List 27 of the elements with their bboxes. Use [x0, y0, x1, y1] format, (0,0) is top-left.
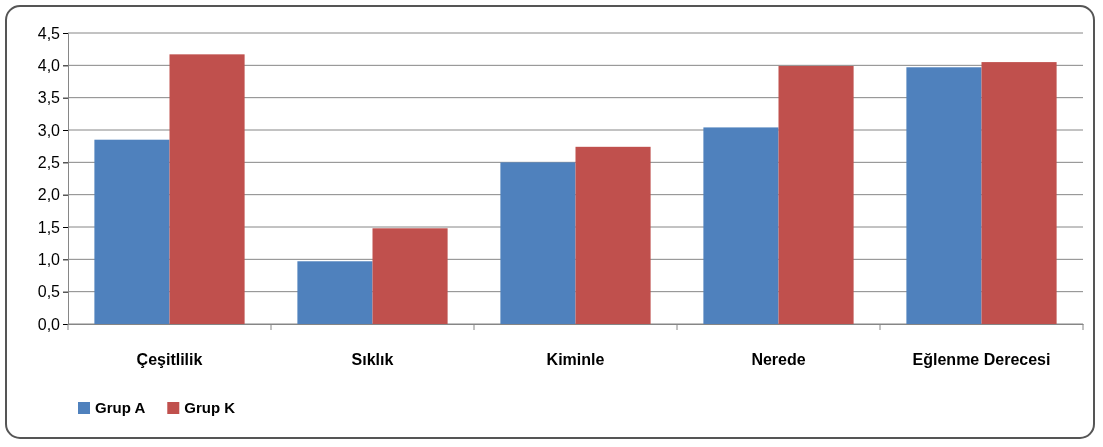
- y-tick-label: 3,0: [37, 121, 61, 139]
- y-tick-label: 1,0: [37, 250, 61, 268]
- bar: [500, 162, 576, 324]
- bar: [297, 261, 373, 324]
- y-tick-label: 0,5: [37, 283, 61, 301]
- y-tick-label: 2,5: [37, 153, 61, 171]
- legend-label: Grup A: [95, 399, 146, 416]
- legend-label: Grup K: [184, 399, 236, 416]
- x-tick-label: Eğlenme Derecesi: [912, 351, 1051, 369]
- x-tick-label: Sıklık: [351, 351, 394, 369]
- y-tick-label: 2,0: [37, 186, 61, 204]
- bar: [981, 62, 1057, 324]
- y-tick-label: 0,0: [37, 315, 61, 333]
- bar: [703, 127, 779, 324]
- y-tick-label: 4,0: [37, 56, 61, 74]
- y-tick-label: 1,5: [37, 218, 61, 236]
- x-tick-label: Çeşitlilik: [136, 351, 203, 369]
- x-tick-label: Nerede: [751, 351, 806, 369]
- y-tick-label: 4,5: [37, 24, 61, 42]
- bar: [778, 65, 854, 324]
- bar: [372, 228, 448, 324]
- bar: [94, 139, 170, 324]
- x-tick-label: Kiminle: [546, 351, 605, 369]
- bar: [906, 67, 982, 324]
- y-tick-label: 3,5: [37, 89, 61, 107]
- bar: [169, 54, 245, 324]
- bar: [575, 146, 651, 324]
